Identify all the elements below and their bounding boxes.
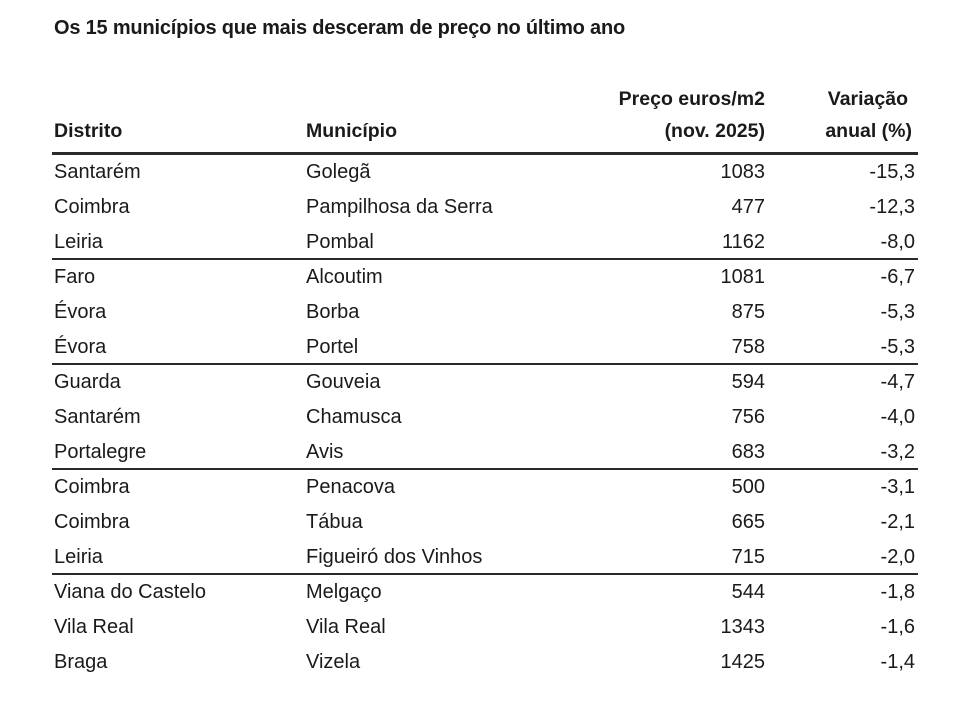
table-header: Distrito Município Preço euros/m2 (nov. … <box>52 84 918 155</box>
cell-distrito: Braga <box>54 651 108 673</box>
cell-distrito: Santarém <box>54 161 141 183</box>
cell-preco: 1162 <box>721 231 765 253</box>
table-row: Évora Borba 875 -5,3 <box>52 295 918 330</box>
table-row: Coimbra Penacova 500 -3,1 <box>52 470 918 505</box>
cell-preco: 1343 <box>720 616 766 638</box>
page-title: Os 15 municípios que mais desceram de pr… <box>54 17 625 39</box>
table-row: Guarda Gouveia 594 -4,7 <box>52 365 918 400</box>
header-distrito: Distrito <box>54 120 123 142</box>
cell-distrito: Évora <box>54 336 107 358</box>
cell-municipio: Golegã <box>306 161 371 183</box>
cell-preco: 1081 <box>720 266 766 288</box>
cell-variacao: -8,0 <box>880 231 915 253</box>
cell-variacao: -5,3 <box>880 301 915 323</box>
cell-variacao: -6,7 <box>880 266 915 288</box>
header-municipio: Município <box>306 120 397 142</box>
cell-distrito: Viana do Castelo <box>54 581 206 603</box>
cell-preco: 665 <box>731 511 765 533</box>
cell-preco: 1083 <box>720 161 766 183</box>
cell-preco: 594 <box>731 371 765 393</box>
cell-distrito: Santarém <box>54 406 141 428</box>
cell-distrito: Leiria <box>54 231 103 253</box>
cell-municipio: Penacova <box>306 476 395 498</box>
cell-municipio: Avis <box>306 441 344 463</box>
header-variacao-line2: anual (%) <box>825 120 912 142</box>
cell-municipio: Chamusca <box>306 406 402 428</box>
table-row: Évora Portel 758 -5,3 <box>52 330 918 365</box>
table-row: Braga Vizela 1425 -1,4 <box>52 645 918 680</box>
cell-municipio: Borba <box>306 301 360 323</box>
cell-municipio: Portel <box>306 336 359 358</box>
price-table: Distrito Município Preço euros/m2 (nov. … <box>52 84 918 680</box>
cell-distrito: Portalegre <box>54 441 147 463</box>
header-preco-line2: (nov. 2025) <box>664 120 765 142</box>
table-row: Portalegre Avis 683 -3,2 <box>52 435 918 470</box>
cell-variacao: -4,7 <box>880 371 915 393</box>
cell-preco: 756 <box>731 406 765 428</box>
table-row: Faro Alcoutim 1081 -6,7 <box>52 260 918 295</box>
cell-preco: 875 <box>731 301 765 323</box>
cell-distrito: Leiria <box>54 546 103 568</box>
cell-variacao: -2,1 <box>880 511 915 533</box>
table-row: Coimbra Tábua 665 -2,1 <box>52 505 918 540</box>
cell-variacao: -12,3 <box>869 196 915 218</box>
cell-distrito: Coimbra <box>54 476 130 498</box>
header-preco-line1: Preço euros/m2 <box>618 88 765 110</box>
cell-municipio: Vila Real <box>306 616 386 638</box>
cell-variacao: -4,0 <box>880 406 915 428</box>
cell-distrito: Coimbra <box>54 196 130 218</box>
cell-distrito: Faro <box>54 266 96 288</box>
cell-municipio: Pampilhosa da Serra <box>306 196 493 218</box>
cell-variacao: -2,0 <box>880 546 915 568</box>
cell-municipio: Alcoutim <box>306 266 383 288</box>
cell-variacao: -3,2 <box>880 441 915 463</box>
cell-variacao: -1,4 <box>880 651 915 673</box>
cell-variacao: -1,6 <box>880 616 915 638</box>
table-row: Leiria Pombal 1162 -8,0 <box>52 225 918 260</box>
cell-preco: 715 <box>731 546 765 568</box>
cell-distrito: Guarda <box>54 371 121 393</box>
cell-municipio: Figueiró dos Vinhos <box>306 546 483 568</box>
cell-municipio: Tábua <box>306 511 363 533</box>
cell-preco: 544 <box>731 581 765 603</box>
table-row: Leiria Figueiró dos Vinhos 715 -2,0 <box>52 540 918 575</box>
cell-preco: 683 <box>731 441 765 463</box>
cell-distrito: Vila Real <box>54 616 134 638</box>
cell-variacao: -3,1 <box>880 476 915 498</box>
table-row: Vila Real Vila Real 1343 -1,6 <box>52 610 918 645</box>
cell-variacao: -15,3 <box>869 161 915 183</box>
cell-distrito: Coimbra <box>54 511 130 533</box>
cell-municipio: Gouveia <box>306 371 381 393</box>
cell-preco: 477 <box>731 196 765 218</box>
table-row: Coimbra Pampilhosa da Serra 477 -12,3 <box>52 190 918 225</box>
table-row: Viana do Castelo Melgaço 544 -1,8 <box>52 575 918 610</box>
cell-municipio: Melgaço <box>306 581 382 603</box>
cell-preco: 500 <box>731 476 765 498</box>
cell-preco: 758 <box>731 336 765 358</box>
cell-variacao: -1,8 <box>880 581 915 603</box>
cell-distrito: Évora <box>54 301 107 323</box>
header-variacao-line1: Variação <box>827 88 908 110</box>
table-row: Santarém Chamusca 756 -4,0 <box>52 400 918 435</box>
cell-variacao: -5,3 <box>880 336 915 358</box>
table-row: Santarém Golegã 1083 -15,3 <box>52 155 918 190</box>
cell-municipio: Vizela <box>306 651 361 673</box>
cell-preco: 1425 <box>720 651 766 673</box>
cell-municipio: Pombal <box>306 231 374 253</box>
